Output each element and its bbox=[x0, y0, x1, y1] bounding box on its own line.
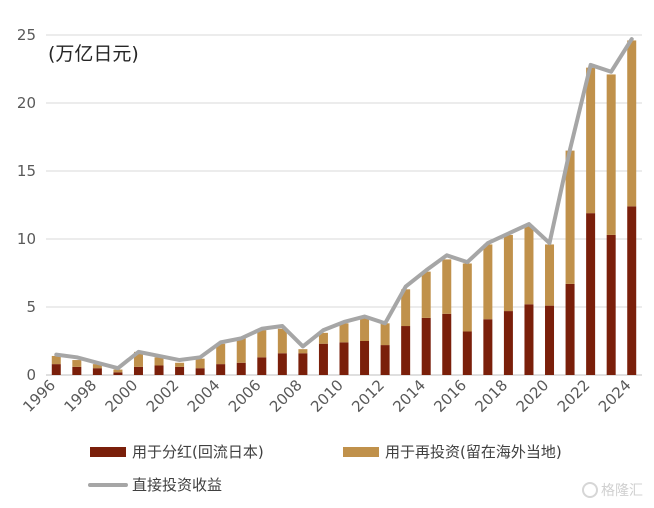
bar-reinvestment bbox=[503, 234, 513, 312]
bar-reinvestment bbox=[524, 225, 534, 305]
legend-swatch bbox=[343, 447, 379, 457]
x-tick-label: 2008 bbox=[266, 376, 306, 416]
bar-dividend bbox=[524, 304, 534, 375]
bar-reinvestment bbox=[298, 349, 308, 354]
bar-dividend bbox=[113, 372, 123, 375]
stacked-bars bbox=[51, 40, 637, 375]
x-tick-label: 2014 bbox=[389, 376, 429, 416]
bar-reinvestment bbox=[545, 244, 555, 306]
x-tick-label: 2010 bbox=[307, 376, 347, 416]
bar-reinvestment bbox=[483, 244, 493, 320]
x-tick-label: 2018 bbox=[472, 376, 512, 416]
bar-reinvestment bbox=[401, 289, 411, 327]
bar-reinvestment bbox=[175, 362, 185, 367]
bar-dividend bbox=[503, 311, 513, 375]
bar-reinvestment bbox=[92, 364, 102, 369]
y-tick-label: 10 bbox=[17, 230, 36, 248]
bar-reinvestment bbox=[421, 271, 431, 318]
bar-dividend bbox=[92, 368, 102, 375]
x-axis: 1996 1998 2000 2002 2004 2006 2008 2010 2012 2014… bbox=[19, 374, 642, 416]
bar-reinvestment bbox=[442, 259, 452, 314]
x-tick-label: 2022 bbox=[554, 376, 594, 416]
x-tick-label: 2004 bbox=[184, 376, 224, 416]
bar-reinvestment bbox=[236, 338, 246, 363]
bar-dividend bbox=[257, 357, 267, 375]
bar-reinvestment bbox=[72, 360, 82, 367]
bar-dividend bbox=[236, 362, 246, 375]
bar-dividend bbox=[318, 343, 328, 375]
watermark-logo-icon bbox=[582, 482, 598, 498]
bar-dividend bbox=[401, 326, 411, 375]
bar-dividend bbox=[462, 331, 472, 375]
bar-reinvestment bbox=[195, 358, 205, 369]
x-tick-label: 1996 bbox=[19, 376, 59, 416]
bar-dividend bbox=[586, 213, 596, 375]
bar-reinvestment bbox=[257, 330, 267, 358]
bar-reinvestment bbox=[113, 369, 123, 373]
bar-dividend bbox=[442, 313, 452, 375]
bar-reinvestment bbox=[462, 263, 472, 332]
bar-dividend bbox=[360, 341, 370, 375]
bar-reinvestment bbox=[51, 355, 61, 365]
bar-reinvestment bbox=[606, 74, 616, 235]
bar-dividend bbox=[154, 365, 164, 375]
bar-dividend bbox=[51, 364, 61, 375]
watermark-text: 格隆汇 bbox=[601, 483, 643, 499]
x-tick-label: 2000 bbox=[102, 376, 142, 416]
bar-dividend bbox=[195, 368, 205, 375]
x-tick-label: 1998 bbox=[60, 376, 100, 416]
x-tick-label: 2006 bbox=[225, 376, 265, 416]
y-tick-label: 20 bbox=[17, 94, 36, 112]
legend-label: 直接投资收益 bbox=[132, 476, 222, 494]
bar-dividend bbox=[72, 366, 82, 375]
bar-reinvestment bbox=[154, 357, 164, 366]
bar-reinvestment bbox=[318, 332, 328, 344]
bar-dividend bbox=[133, 366, 143, 375]
bar-dividend bbox=[545, 305, 555, 375]
bar-dividend bbox=[380, 345, 390, 375]
bar-dividend bbox=[216, 364, 226, 375]
bar-dividend bbox=[565, 283, 575, 375]
legend-swatch bbox=[90, 447, 126, 457]
bar-reinvestment bbox=[360, 317, 370, 341]
bar-dividend bbox=[277, 353, 287, 375]
y-tick-label: 5 bbox=[26, 298, 36, 316]
legend-label: 用于再投资(留在海外当地) bbox=[385, 443, 562, 461]
x-tick-label: 2002 bbox=[143, 376, 183, 416]
bar-reinvestment bbox=[380, 323, 390, 346]
bar-reinvestment bbox=[586, 67, 596, 214]
unit-label: (万亿日元) bbox=[48, 43, 139, 65]
bar-dividend bbox=[298, 353, 308, 375]
legend: 用于分红(回流日本) 用于再投资(留在海外当地) 直接投资收益 bbox=[88, 443, 562, 494]
y-axis: 0 5 10 15 20 25 bbox=[17, 26, 36, 384]
x-tick-label: 2024 bbox=[595, 376, 635, 416]
watermark: 格隆汇 bbox=[582, 482, 643, 499]
bar-dividend bbox=[606, 234, 616, 375]
bar-reinvestment bbox=[339, 323, 349, 343]
x-tick-label: 2016 bbox=[430, 376, 470, 416]
y-tick-label: 0 bbox=[26, 366, 36, 384]
bar-dividend bbox=[339, 342, 349, 375]
bar-dividend bbox=[483, 319, 493, 375]
x-tick-label: 2020 bbox=[513, 376, 553, 416]
bar-reinvestment bbox=[627, 40, 637, 207]
bar-reinvestment bbox=[565, 150, 575, 284]
bar-reinvestment bbox=[133, 351, 143, 367]
bar-dividend bbox=[421, 317, 431, 375]
legend-label: 用于分红(回流日本) bbox=[132, 443, 264, 461]
bar-reinvestment bbox=[216, 343, 226, 365]
total-line bbox=[54, 37, 634, 371]
bar-reinvestment bbox=[277, 328, 287, 354]
x-tick-label: 2012 bbox=[348, 376, 388, 416]
y-tick-label: 15 bbox=[17, 162, 36, 180]
y-tick-label: 25 bbox=[17, 26, 36, 44]
bar-dividend bbox=[627, 206, 637, 375]
bar-dividend bbox=[175, 366, 185, 375]
